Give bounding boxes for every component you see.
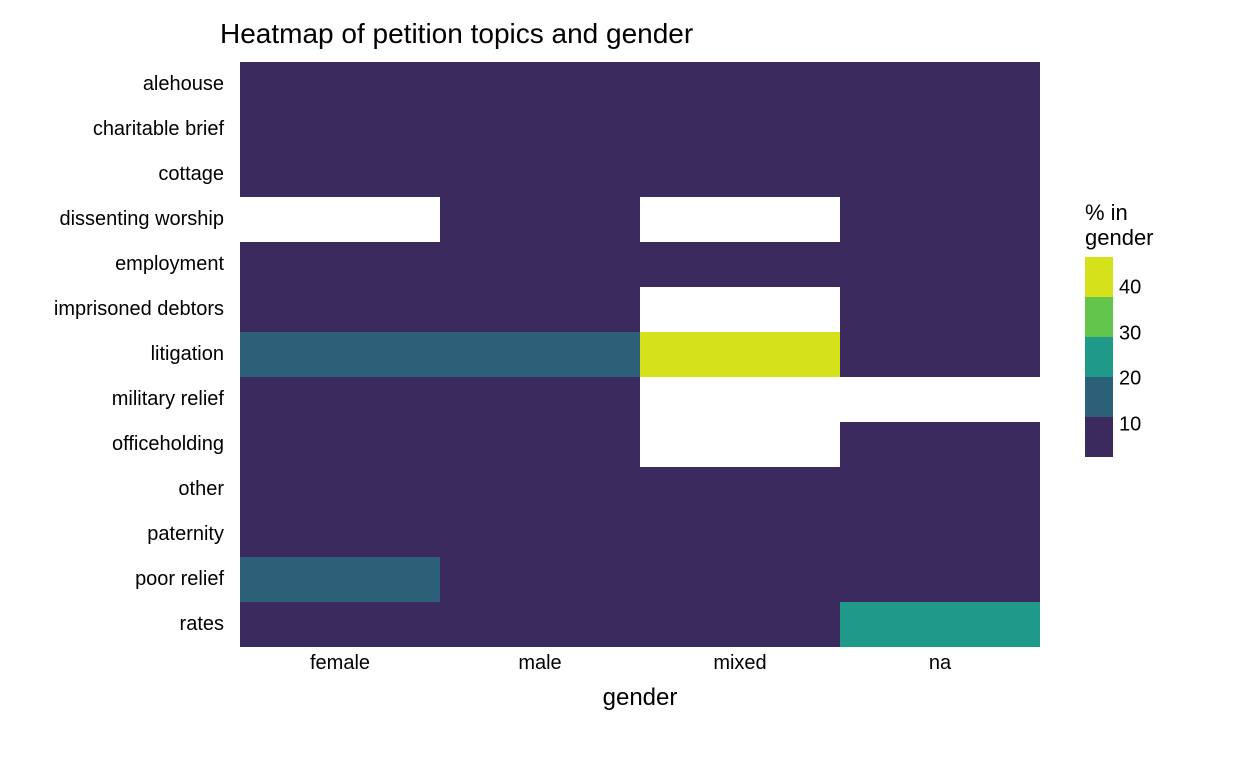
heatmap-cell [640, 557, 840, 602]
legend-tick-label: 20 [1119, 368, 1141, 391]
heatmap-cell [840, 557, 1040, 602]
heatmap-cell [640, 287, 840, 332]
legend-segment [1085, 297, 1113, 337]
heatmap-cell [240, 377, 440, 422]
heatmap-cell [440, 152, 640, 197]
heatmap-cell [840, 422, 1040, 467]
y-axis-label: officeholding [0, 422, 232, 467]
legend-title-line1: % in [1085, 200, 1128, 225]
heatmap-cell [240, 197, 440, 242]
legend-segment [1085, 417, 1113, 457]
y-axis-label: employment [0, 242, 232, 287]
heatmap-cell [440, 422, 640, 467]
heatmap-cell [440, 242, 640, 287]
legend-title-line2: gender [1085, 225, 1154, 250]
heatmap-cell [240, 332, 440, 377]
heatmap-cell [240, 107, 440, 152]
heatmap-cell [840, 242, 1040, 287]
y-axis-label: poor relief [0, 557, 232, 602]
heatmap-cell [640, 197, 840, 242]
heatmap-cell [240, 152, 440, 197]
heatmap-chart: Heatmap of petition topics and gender al… [0, 0, 1248, 768]
legend-ticks: 10 20 30 40 [1119, 257, 1179, 457]
heatmap-cell [240, 512, 440, 557]
y-axis-label: paternity [0, 512, 232, 557]
heatmap-cell [640, 62, 840, 107]
heatmap-cell [240, 287, 440, 332]
x-axis-title: gender [240, 684, 1040, 712]
heatmap-cell [240, 62, 440, 107]
x-axis-label: female [240, 652, 440, 682]
x-axis-label: male [440, 652, 640, 682]
heatmap-cell [640, 422, 840, 467]
y-axis: alehousecharitable briefcottagedissentin… [0, 62, 232, 647]
heatmap-cell [240, 242, 440, 287]
y-axis-label: alehouse [0, 62, 232, 107]
heatmap-cell [840, 287, 1040, 332]
legend-tick-label: 30 [1119, 322, 1141, 345]
heatmap-cell [840, 377, 1040, 422]
x-axis-label: mixed [640, 652, 840, 682]
y-axis-label: cottage [0, 152, 232, 197]
heatmap-cell [440, 557, 640, 602]
heatmap-cell [440, 512, 640, 557]
heatmap-cell [640, 107, 840, 152]
legend-body: 10 20 30 40 [1085, 257, 1235, 457]
legend-tick-label: 10 [1119, 413, 1141, 436]
legend-title: % in gender [1085, 200, 1235, 251]
heatmap-cell [640, 512, 840, 557]
heatmap-cell [440, 107, 640, 152]
heatmap-cell [440, 287, 640, 332]
heatmap-cell [440, 467, 640, 512]
legend-segment [1085, 257, 1113, 297]
y-axis-label: charitable brief [0, 107, 232, 152]
heatmap-cell [440, 197, 640, 242]
heatmap-cell [640, 467, 840, 512]
heatmap-cell [440, 62, 640, 107]
plot-area [240, 62, 1040, 647]
heatmap-cell [840, 152, 1040, 197]
heatmap-cell [240, 422, 440, 467]
heatmap-cell [440, 377, 640, 422]
heatmap-cell [240, 467, 440, 512]
legend-tick-label: 40 [1119, 277, 1141, 300]
heatmap-cell [840, 512, 1040, 557]
legend-colorbar [1085, 257, 1113, 457]
heatmap-cell [840, 467, 1040, 512]
legend-segment [1085, 337, 1113, 377]
heatmap-cell [640, 332, 840, 377]
y-axis-label: other [0, 467, 232, 512]
heatmap-cell [640, 602, 840, 647]
heatmap-cell [640, 152, 840, 197]
heatmap-cell [240, 602, 440, 647]
y-axis-label: military relief [0, 377, 232, 422]
legend: % in gender 10 20 30 40 [1085, 200, 1235, 457]
y-axis-label: dissenting worship [0, 197, 232, 242]
chart-title: Heatmap of petition topics and gender [220, 18, 693, 50]
y-axis-label: rates [0, 602, 232, 647]
heatmap-cell [840, 197, 1040, 242]
heatmap-cell [840, 332, 1040, 377]
heatmap-cell [440, 602, 640, 647]
x-axis-label: na [840, 652, 1040, 682]
heatmap-cell [840, 62, 1040, 107]
y-axis-label: litigation [0, 332, 232, 377]
heatmap-cell [640, 377, 840, 422]
heatmap-cell [640, 242, 840, 287]
heatmap-cell [840, 107, 1040, 152]
heatmap-cell [240, 557, 440, 602]
heatmap-cell [440, 332, 640, 377]
heatmap-cell [840, 602, 1040, 647]
y-axis-label: imprisoned debtors [0, 287, 232, 332]
x-axis: femalemalemixedna [240, 652, 1040, 682]
legend-segment [1085, 377, 1113, 417]
